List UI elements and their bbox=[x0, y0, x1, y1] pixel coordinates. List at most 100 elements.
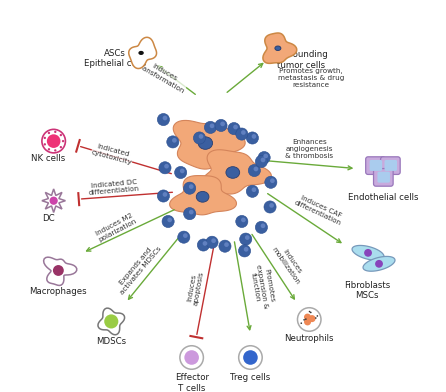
Circle shape bbox=[44, 137, 46, 139]
Circle shape bbox=[310, 312, 312, 313]
Polygon shape bbox=[202, 150, 271, 194]
Circle shape bbox=[241, 130, 246, 135]
Circle shape bbox=[50, 197, 58, 205]
Circle shape bbox=[317, 315, 318, 317]
Ellipse shape bbox=[196, 191, 209, 202]
Circle shape bbox=[309, 311, 310, 312]
Text: Induces
apoptosis: Induces apoptosis bbox=[186, 270, 205, 307]
Polygon shape bbox=[352, 245, 384, 260]
Ellipse shape bbox=[226, 167, 240, 178]
Text: DC: DC bbox=[42, 214, 55, 223]
Text: Expands and
activates MDSCs: Expands and activates MDSCs bbox=[114, 241, 163, 296]
Circle shape bbox=[174, 166, 187, 179]
Circle shape bbox=[184, 350, 199, 365]
Circle shape bbox=[48, 148, 50, 151]
Circle shape bbox=[199, 134, 203, 139]
Circle shape bbox=[167, 218, 172, 222]
Circle shape bbox=[206, 236, 218, 249]
Circle shape bbox=[243, 350, 258, 365]
Circle shape bbox=[269, 203, 274, 208]
Circle shape bbox=[210, 123, 215, 128]
Polygon shape bbox=[129, 37, 157, 69]
FancyBboxPatch shape bbox=[380, 157, 400, 174]
Circle shape bbox=[202, 241, 207, 246]
Text: Surrounding
tumor cells: Surrounding tumor cells bbox=[275, 50, 328, 69]
Text: Induces
transformation: Induces transformation bbox=[136, 56, 189, 94]
Circle shape bbox=[303, 319, 305, 321]
Circle shape bbox=[159, 162, 171, 174]
Circle shape bbox=[178, 231, 190, 243]
FancyBboxPatch shape bbox=[377, 172, 390, 183]
Circle shape bbox=[252, 187, 256, 192]
Ellipse shape bbox=[138, 51, 144, 55]
FancyBboxPatch shape bbox=[384, 160, 397, 171]
Polygon shape bbox=[44, 257, 77, 285]
Circle shape bbox=[315, 317, 317, 319]
Circle shape bbox=[304, 314, 311, 321]
Text: MDSCs: MDSCs bbox=[96, 337, 126, 346]
Circle shape bbox=[197, 239, 210, 251]
Circle shape bbox=[270, 178, 275, 183]
Text: Fibroblasts
MSCs: Fibroblasts MSCs bbox=[344, 281, 390, 300]
Circle shape bbox=[184, 208, 196, 220]
Circle shape bbox=[258, 152, 270, 164]
Circle shape bbox=[48, 132, 50, 134]
Circle shape bbox=[194, 132, 206, 144]
Text: Promotes growth,
metastasis & drug
resistance: Promotes growth, metastasis & drug resis… bbox=[278, 68, 344, 89]
Circle shape bbox=[104, 314, 118, 328]
Circle shape bbox=[305, 318, 307, 320]
Text: Treg cells: Treg cells bbox=[230, 373, 271, 382]
Text: Indicated
cytotoxicity: Indicated cytotoxicity bbox=[91, 142, 134, 166]
Circle shape bbox=[60, 134, 62, 136]
Circle shape bbox=[256, 221, 268, 234]
Polygon shape bbox=[98, 308, 124, 335]
Circle shape bbox=[220, 122, 225, 126]
Circle shape bbox=[241, 218, 246, 222]
Circle shape bbox=[54, 149, 57, 152]
Circle shape bbox=[244, 247, 248, 252]
Circle shape bbox=[219, 240, 231, 252]
Circle shape bbox=[246, 185, 259, 198]
Circle shape bbox=[163, 192, 167, 197]
Text: Promotes
expansion &
function: Promotes expansion & function bbox=[248, 262, 276, 310]
Polygon shape bbox=[173, 120, 245, 169]
Circle shape bbox=[248, 165, 260, 176]
Circle shape bbox=[260, 158, 265, 162]
Circle shape bbox=[260, 223, 265, 228]
Circle shape bbox=[246, 132, 259, 144]
Circle shape bbox=[301, 322, 302, 324]
Circle shape bbox=[180, 169, 185, 173]
Text: Induces CAF
differentiation: Induces CAF differentiation bbox=[293, 193, 345, 227]
Circle shape bbox=[239, 245, 251, 257]
Circle shape bbox=[189, 210, 194, 214]
Circle shape bbox=[252, 134, 256, 139]
Circle shape bbox=[157, 113, 169, 126]
FancyBboxPatch shape bbox=[370, 160, 382, 171]
Circle shape bbox=[189, 184, 194, 189]
Circle shape bbox=[47, 134, 61, 148]
Circle shape bbox=[163, 116, 167, 120]
Circle shape bbox=[254, 167, 258, 171]
Polygon shape bbox=[169, 176, 236, 215]
FancyBboxPatch shape bbox=[374, 169, 393, 186]
Text: Enhances
angiogenesis
& thrombosis: Enhances angiogenesis & thrombosis bbox=[285, 139, 333, 159]
Circle shape bbox=[364, 249, 372, 257]
Circle shape bbox=[264, 201, 276, 213]
Circle shape bbox=[224, 242, 229, 247]
Circle shape bbox=[167, 136, 179, 148]
Circle shape bbox=[157, 190, 169, 202]
Circle shape bbox=[62, 140, 64, 142]
Text: Neutrophils: Neutrophils bbox=[284, 334, 333, 343]
Circle shape bbox=[184, 182, 196, 194]
Polygon shape bbox=[363, 256, 395, 271]
Polygon shape bbox=[263, 33, 297, 64]
Circle shape bbox=[239, 346, 262, 369]
Polygon shape bbox=[42, 189, 66, 212]
Circle shape bbox=[297, 308, 321, 331]
Text: Induces M2
polarization: Induces M2 polarization bbox=[95, 212, 138, 243]
Text: NK cells: NK cells bbox=[31, 154, 66, 163]
Circle shape bbox=[304, 318, 311, 325]
Text: Induces
mobilization: Induces mobilization bbox=[271, 242, 307, 285]
Circle shape bbox=[245, 235, 250, 240]
Circle shape bbox=[236, 128, 248, 140]
